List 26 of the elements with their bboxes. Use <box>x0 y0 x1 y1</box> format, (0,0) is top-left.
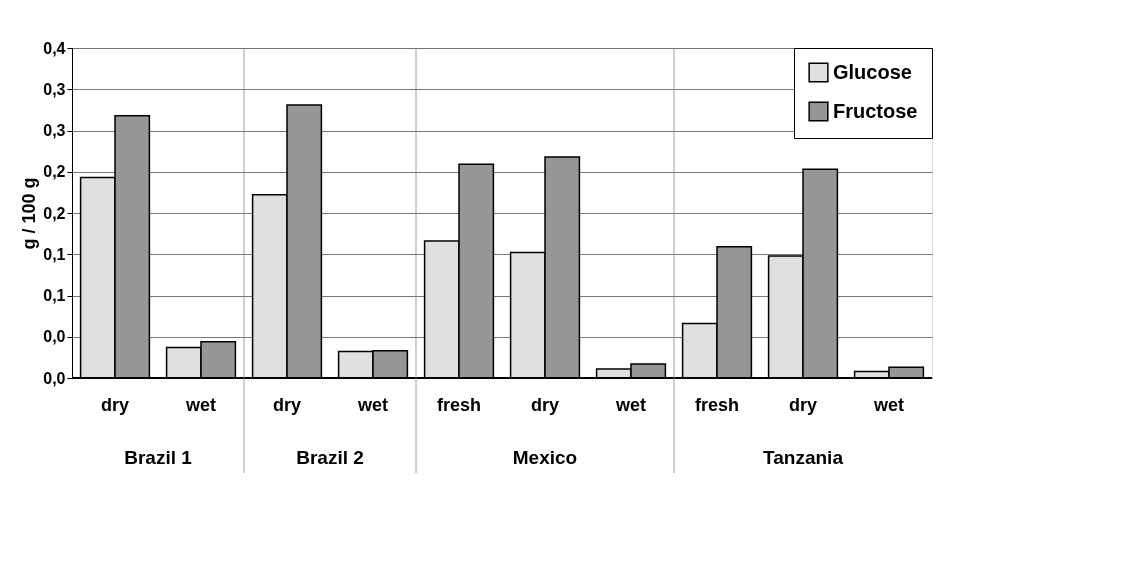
x-tick-label: wet <box>184 394 217 415</box>
y-tick-label: 0,3 <box>43 122 66 139</box>
x-tick-label: wet <box>872 394 905 415</box>
y-tick-label: 0,2 <box>43 163 66 181</box>
y-tick-label: 0,0 <box>43 328 66 346</box>
x-tick-label: wet <box>356 394 389 415</box>
y-tick-label: 0,4 <box>43 39 66 57</box>
x-tick-label: dry <box>272 394 302 415</box>
y-tick-label: 0,2 <box>43 204 66 222</box>
text: Brazil 1 <box>124 447 193 468</box>
legend-label: Glucose <box>833 60 912 83</box>
y-tick-label: 0,3 <box>43 80 66 98</box>
x-tick-label: fresh <box>694 394 740 415</box>
x-tick-label: dry <box>788 394 818 415</box>
legend-label: Fructose <box>833 99 918 122</box>
y-tick-label: 0,1 <box>43 287 66 304</box>
y-tick-label: 0,1 <box>43 245 66 263</box>
x-tick-label: dry <box>530 394 560 415</box>
y-tick-label: 0,0 <box>43 369 66 387</box>
x-tick-label: dry <box>100 394 130 415</box>
text: Mexico <box>512 447 578 468</box>
text: Brazil 2 <box>296 447 364 468</box>
x-tick-label: fresh <box>436 394 482 415</box>
y-axis-title: g / 100 g <box>19 177 40 250</box>
text: Tanzania <box>763 447 844 468</box>
x-tick-label: wet <box>614 394 647 415</box>
